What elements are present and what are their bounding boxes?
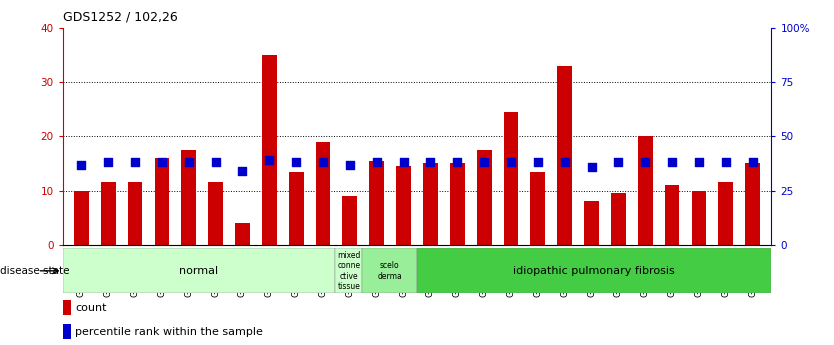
Point <box>666 160 679 165</box>
Point <box>316 160 329 165</box>
Point <box>344 162 357 167</box>
Point <box>585 164 598 169</box>
Point <box>209 160 223 165</box>
Point <box>370 160 384 165</box>
Text: idiopathic pulmonary fibrosis: idiopathic pulmonary fibrosis <box>514 266 675 276</box>
Bar <box>611 193 626 245</box>
Bar <box>665 185 680 245</box>
Bar <box>477 150 491 245</box>
Bar <box>63 324 71 339</box>
Bar <box>335 248 363 293</box>
Bar <box>504 112 519 245</box>
Point <box>450 160 464 165</box>
Bar <box>584 201 599 245</box>
Point <box>75 162 88 167</box>
Bar <box>530 171 545 245</box>
Bar <box>718 183 733 245</box>
Bar <box>101 183 116 245</box>
Point <box>102 160 115 165</box>
Point <box>397 160 410 165</box>
Text: disease state: disease state <box>0 266 69 276</box>
Text: GDS1252 / 102,26: GDS1252 / 102,26 <box>63 10 178 23</box>
Bar <box>746 164 760 245</box>
Bar <box>315 142 330 245</box>
Point <box>558 160 571 165</box>
Text: scelo
derma: scelo derma <box>377 261 402 280</box>
Point <box>289 160 303 165</box>
Text: count: count <box>75 303 107 313</box>
Point <box>611 160 625 165</box>
Bar <box>208 183 223 245</box>
Bar <box>363 248 417 293</box>
Bar <box>63 248 335 293</box>
Point <box>505 160 518 165</box>
Bar <box>262 55 277 245</box>
Point <box>746 160 759 165</box>
Point <box>263 157 276 163</box>
Point <box>128 160 142 165</box>
Point <box>692 160 706 165</box>
Point <box>182 160 195 165</box>
Point <box>477 160 490 165</box>
Bar <box>423 164 438 245</box>
Point <box>236 168 249 174</box>
Point <box>531 160 545 165</box>
Bar <box>154 158 169 245</box>
Bar <box>289 171 304 245</box>
Bar <box>638 136 653 245</box>
Bar <box>181 150 196 245</box>
Bar <box>450 164 465 245</box>
Bar <box>343 196 357 245</box>
Text: percentile rank within the sample: percentile rank within the sample <box>75 327 264 336</box>
Point <box>719 160 732 165</box>
Bar <box>557 66 572 245</box>
Bar <box>691 190 706 245</box>
Point <box>424 160 437 165</box>
Bar <box>235 223 250 245</box>
Text: normal: normal <box>179 266 219 276</box>
Bar <box>128 183 143 245</box>
Point <box>155 160 168 165</box>
Point <box>639 160 652 165</box>
Text: mixed
conne
ctive
tissue: mixed conne ctive tissue <box>337 251 360 291</box>
Bar <box>63 300 70 315</box>
Bar <box>417 248 771 293</box>
Bar <box>74 190 88 245</box>
Bar <box>369 161 384 245</box>
Bar <box>63 300 71 315</box>
Bar <box>396 166 411 245</box>
